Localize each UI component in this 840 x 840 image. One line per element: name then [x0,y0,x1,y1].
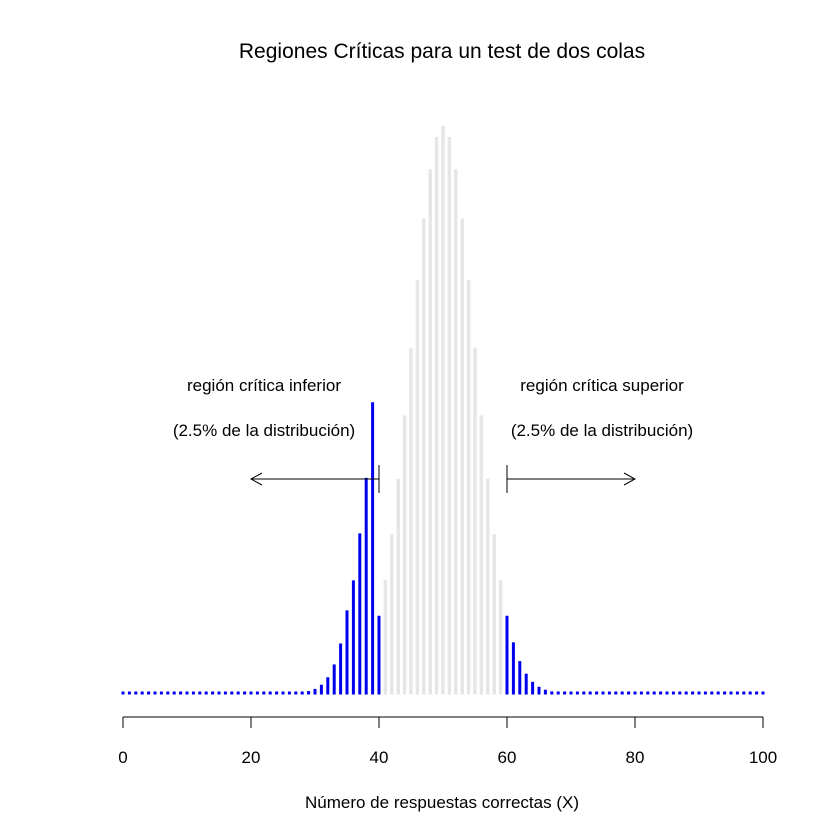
x-tick-label: 40 [370,748,389,767]
upper-region-percent: (2.5% de la distribución) [511,421,693,440]
chart-title: Regiones Críticas para un test de dos co… [239,40,645,63]
x-tick-label: 100 [749,748,777,767]
x-tick-label: 80 [626,748,645,767]
upper-region-annotation: región crítica superior (2.5% de la dist… [506,376,693,493]
lower-region-label: región crítica inferior [187,376,341,395]
right-arrow-icon [623,472,637,486]
x-tick-label: 20 [242,748,261,767]
x-axis-label: Número de respuestas correctas (X) [305,793,579,812]
lower-region-percent: (2.5% de la distribución) [173,421,355,440]
upper-region-label: región crítica superior [520,376,684,395]
x-tick-label: 0 [118,748,127,767]
lower-region-annotation: región crítica inferior (2.5% de la dist… [173,376,380,493]
x-axis: 0 20 40 60 80 100 [118,716,777,767]
x-tick-label: 60 [498,748,517,767]
bar-group [121,125,765,695]
left-arrow-icon [249,472,263,486]
